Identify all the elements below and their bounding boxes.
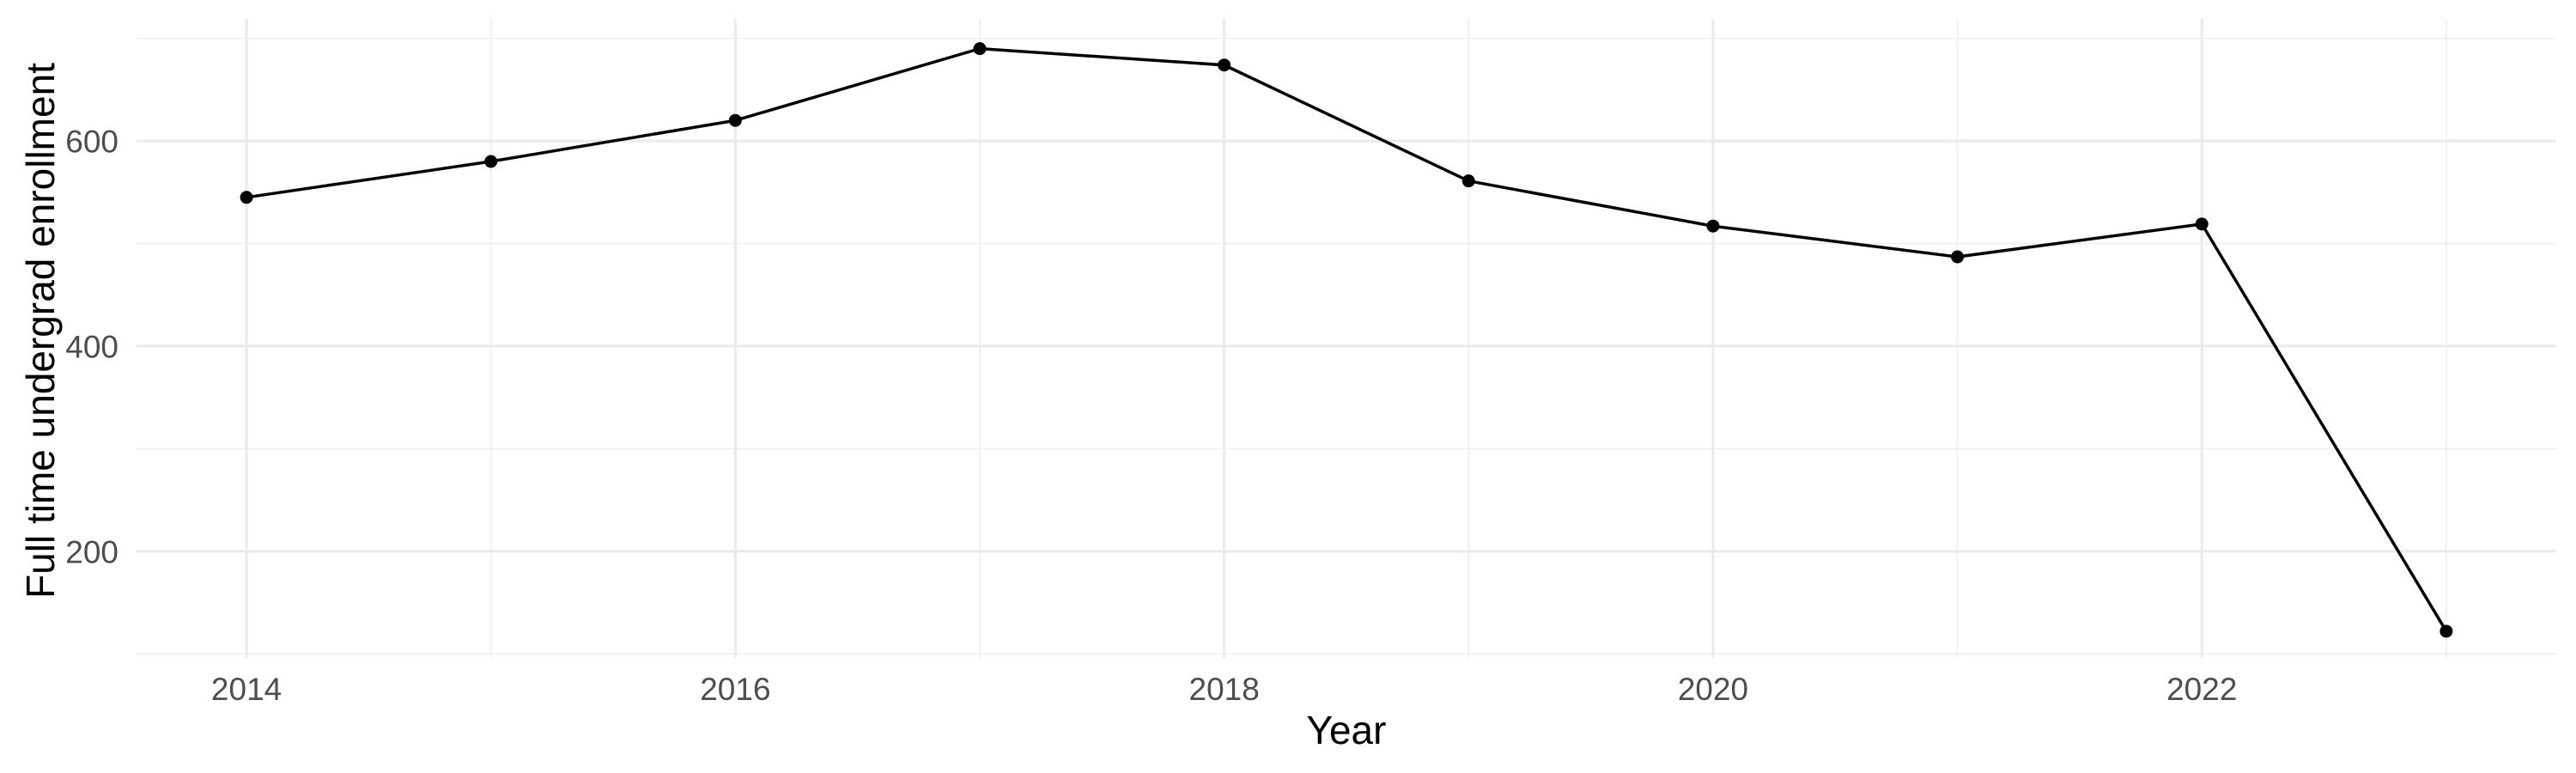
data-point <box>2195 217 2208 231</box>
data-point <box>1951 250 1965 264</box>
major-gridlines <box>137 19 2556 658</box>
x-tick-label: 2022 <box>2166 672 2237 707</box>
x-tick-label: 2020 <box>1678 672 1748 707</box>
y-tick-label: 200 <box>65 534 118 569</box>
y-axis-title: Full time undergrad enrollment <box>18 63 63 599</box>
data-point <box>1218 58 1231 72</box>
x-axis-title: Year <box>1307 708 1387 752</box>
data-point <box>240 191 253 204</box>
y-tick-label: 400 <box>65 329 118 364</box>
data-point <box>2439 624 2453 638</box>
y-tick-label: 600 <box>65 125 118 160</box>
data-series-layer <box>240 42 2453 638</box>
x-tick-label: 2014 <box>211 672 282 707</box>
y-axis-tick-labels: 200 400 600 <box>65 125 118 570</box>
x-axis-tick-labels: 2014 2016 2018 2020 2022 <box>211 672 2237 707</box>
data-point <box>1461 174 1475 188</box>
data-point <box>728 113 742 127</box>
data-point <box>973 42 987 56</box>
minor-gridlines <box>137 19 2556 658</box>
data-line <box>245 46 2448 633</box>
data-point <box>484 155 498 168</box>
x-tick-label: 2016 <box>700 672 770 707</box>
data-point <box>1706 219 1720 233</box>
x-tick-label: 2018 <box>1189 672 1260 707</box>
